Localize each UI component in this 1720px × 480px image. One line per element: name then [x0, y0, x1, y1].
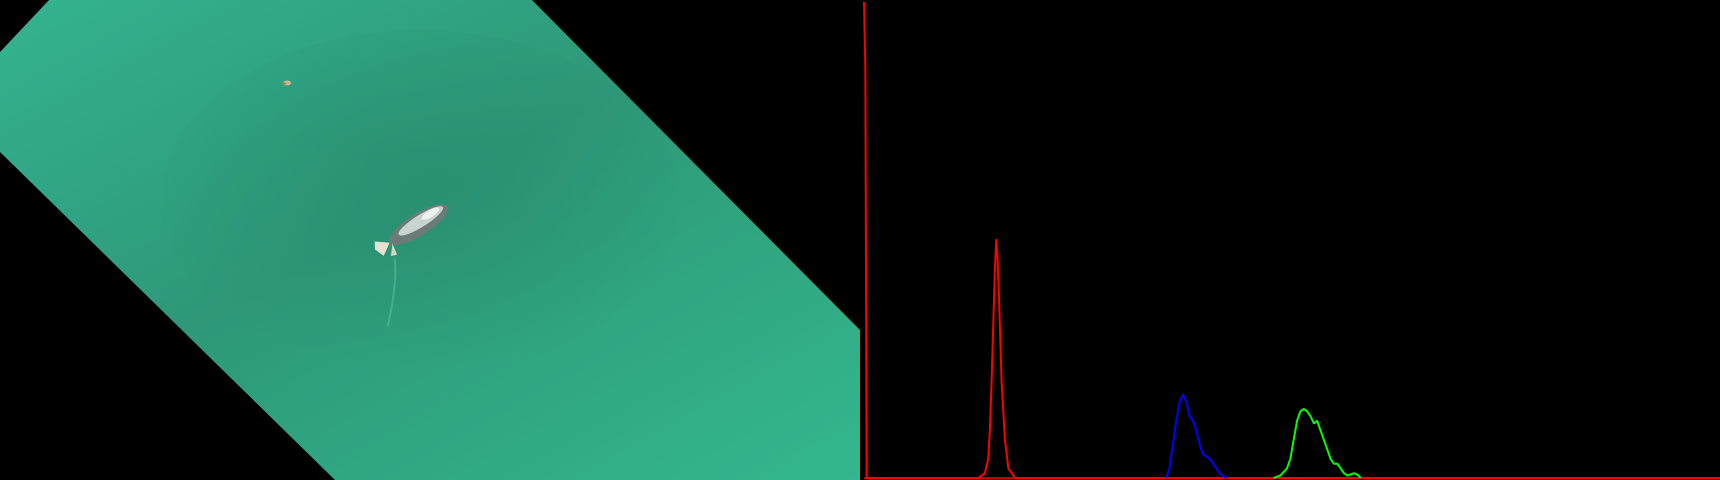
histogram-series-1	[1165, 393, 1228, 479]
histogram-series-0	[863, 1, 1720, 479]
aerial-photo	[0, 0, 860, 480]
bird-icon	[282, 80, 291, 86]
aerial-photo-panel	[0, 0, 860, 480]
histogram-series-2	[1273, 407, 1362, 479]
histogram-plot	[863, 1, 1720, 479]
color-histogram	[860, 0, 1720, 480]
whale-icon	[374, 204, 448, 327]
water-shadow	[160, 30, 680, 370]
